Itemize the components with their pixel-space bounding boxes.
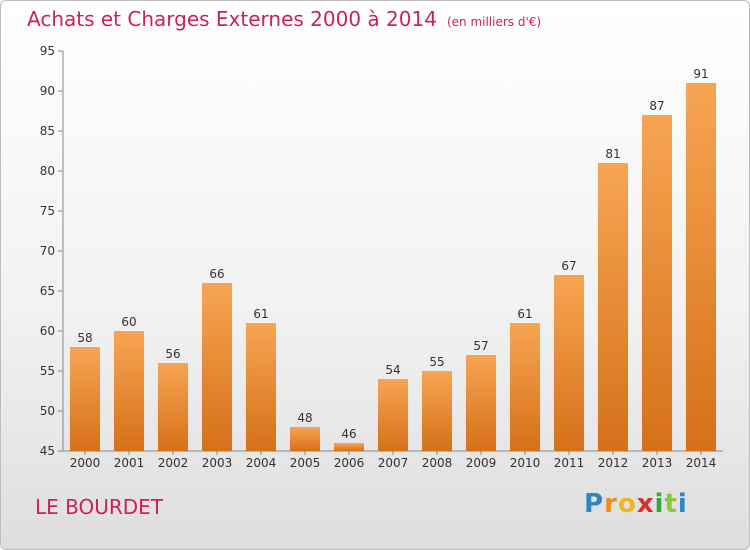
bar-2005 [290,427,320,451]
bar-2007 [378,379,408,451]
location-label: LE BOURDET [35,495,164,519]
x-tick-label-2014: 2014 [686,456,717,470]
y-tick-label: 85 [40,124,55,138]
y-tick-label: 90 [40,84,55,98]
labels: 58 60 56 66 61 48 46 54 55 57 61 67 81 87 91 [77,67,708,441]
data-label-2009: 57 [473,339,488,353]
logo-letter: i [677,489,688,519]
data-label-2014: 91 [693,67,708,81]
x-tick-label-2000: 2000 [70,456,101,470]
x-tick-label-2001: 2001 [114,456,145,470]
data-label-2004: 61 [253,307,268,321]
bar-2004 [246,323,276,451]
x-tick-label-2006: 2006 [334,456,365,470]
bars [70,83,716,451]
axes: 45 50 55 60 65 70 75 80 85 90 95 2000 2001 2002 2003 20… [40,44,723,470]
data-label-2005: 48 [297,411,312,425]
y-tick-label: 65 [40,284,55,298]
chart-title: Achats et Charges Externes 2000 à 2014 (e… [27,7,541,31]
logo-letter: o [617,489,637,519]
chart-title-text: Achats et Charges Externes 2000 à 2014 [27,7,437,31]
bar-2011 [554,275,584,451]
logo-letter: i [654,489,665,519]
logo-letter: P [584,489,605,519]
x-tick-label-2002: 2002 [158,456,189,470]
bar-2012 [598,163,628,451]
x-tick-label-2003: 2003 [202,456,233,470]
x-tick-label-2007: 2007 [378,456,409,470]
x-tick-label-2011: 2011 [554,456,585,470]
y-tick-label: 55 [40,364,55,378]
data-label-2003: 66 [209,267,224,281]
logo-letter: t [664,489,678,519]
y-tick-label: 80 [40,164,55,178]
y-tick-label: 75 [40,204,55,218]
x-tick-label-2013: 2013 [642,456,673,470]
data-label-2007: 54 [385,363,400,377]
logo-letter: r [604,489,618,519]
bar-2009 [466,355,496,451]
y-tick-label: 60 [40,324,55,338]
proxiti-logo: Proxiti [584,489,688,519]
bar-2014 [686,83,716,451]
data-label-2011: 67 [561,259,576,273]
bar-2013 [642,115,672,451]
data-label-2006: 46 [341,427,356,441]
bar-2000 [70,347,100,451]
data-label-2002: 56 [165,347,180,361]
y-tick-label: 50 [40,404,55,418]
data-label-2010: 61 [517,307,532,321]
y-tick-label: 95 [40,44,55,58]
x-tick-label-2010: 2010 [510,456,541,470]
bar-2001 [114,331,144,451]
logo-letter: x [636,489,655,519]
x-tick-label-2012: 2012 [598,456,629,470]
chart-subtitle: (en milliers d'€) [446,15,542,29]
data-label-2013: 87 [649,99,664,113]
y-tick-label: 70 [40,244,55,258]
y-tick-label: 45 [40,444,55,458]
data-label-2012: 81 [605,147,620,161]
data-label-2001: 60 [121,315,136,329]
data-label-2000: 58 [77,331,92,345]
bar-2002 [158,363,188,451]
x-tick-label-2004: 2004 [246,456,277,470]
x-tick-label-2005: 2005 [290,456,321,470]
bar-2010 [510,323,540,451]
data-label-2008: 55 [429,355,444,369]
x-tick-label-2008: 2008 [422,456,453,470]
x-tick-label-2009: 2009 [466,456,497,470]
bar-2006 [334,443,364,451]
bar-2003 [202,283,232,451]
bar-2008 [422,371,452,451]
